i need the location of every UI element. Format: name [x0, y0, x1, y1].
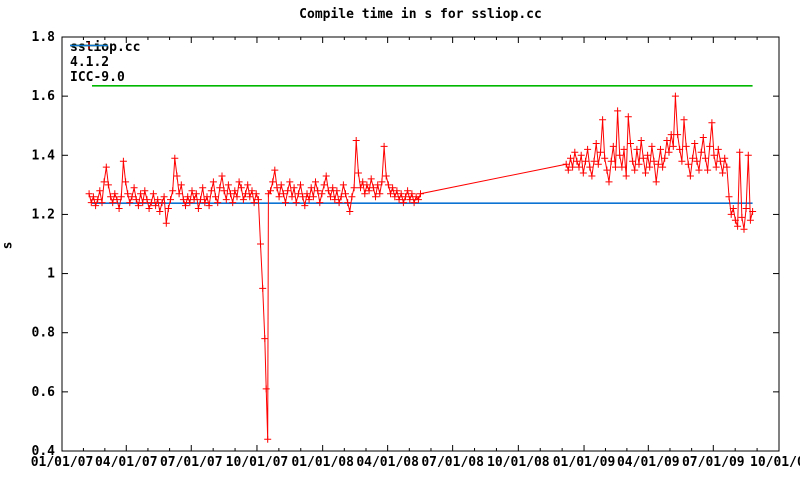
- ssliop-series-line: [88, 96, 754, 440]
- x-tick-label: 01/01/07: [31, 455, 94, 470]
- legend: ssliop.cc 4.1.2 ICC-9.0: [70, 40, 180, 85]
- legend-label-icc: ICC-9.0: [70, 70, 125, 85]
- plot-border: [61, 36, 780, 452]
- y-tick-label: 0.8: [32, 326, 56, 341]
- x-tick-label: 04/01/09: [617, 455, 680, 470]
- y-tick-label: 1.8: [32, 30, 56, 45]
- x-tick-label: 07/01/09: [682, 455, 745, 470]
- legend-item-icc: ICC-9.0: [70, 44, 180, 85]
- chart-title: Compile time in s for ssliop.cc: [299, 7, 542, 22]
- legend-item-412: 4.1.2: [70, 44, 180, 70]
- legend-label-ssliop: ssliop.cc: [70, 40, 141, 55]
- x-tick-label: 04/01/08: [356, 455, 419, 470]
- legend-swatch-412: [70, 44, 180, 68]
- constant-series-lines: [91, 84, 753, 204]
- y-tick-label: 1.4: [32, 148, 56, 163]
- y-axis-label: s: [0, 241, 16, 250]
- y-tick-label: 0.4: [32, 444, 56, 459]
- y-tick-label: 0.6: [32, 385, 56, 400]
- y-tick-label: 1.6: [32, 89, 56, 104]
- ssliop-series-markers: [85, 92, 757, 443]
- x-tick-label: 10/01/08: [487, 455, 550, 470]
- x-tick-label: 04/01/07: [95, 455, 158, 470]
- x-tick-label: 10/01/07: [226, 455, 289, 470]
- legend-swatch-icc: [70, 44, 180, 83]
- y-tick-label: 1: [47, 267, 55, 282]
- legend-label-412: 4.1.2: [70, 55, 110, 70]
- x-tick-label: 01/01/09: [553, 455, 616, 470]
- ssliop-series: [85, 92, 757, 443]
- x-tick-label: 01/01/08: [291, 455, 354, 470]
- x-tick-label: 07/01/07: [160, 455, 223, 470]
- x-axis-ticks: 01/01/07 04/01/07 07/01/07 10/01/07 01/01/08…: [31, 37, 800, 470]
- y-tick-label: 1.2: [32, 207, 55, 222]
- legend-swatch-ssliop: [70, 42, 180, 53]
- plot-frame: [61, 36, 780, 452]
- y-axis-ticks: 0.4 0.6 0.8 1 1.2 1.4 1.6 1.8: [32, 30, 779, 459]
- x-tick-label: 10/01/0: [750, 455, 800, 470]
- x-tick-label: 07/01/08: [421, 455, 484, 470]
- legend-sample-line: [70, 44, 108, 47]
